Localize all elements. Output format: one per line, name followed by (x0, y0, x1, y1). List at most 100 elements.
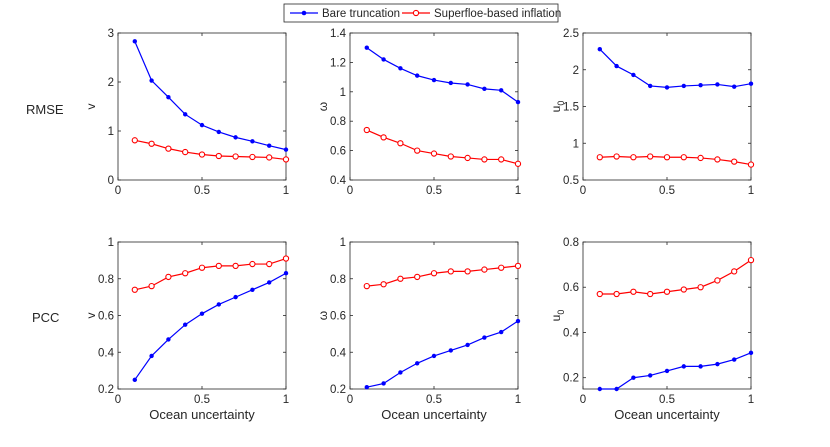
data-point-superfloe-inflation (215, 262, 222, 270)
series-line-superfloe-inflation (366, 129, 519, 165)
data-point-superfloe-inflation (249, 153, 256, 161)
y-tick-label: 0.2 (563, 373, 579, 385)
y-tick-label: 3 (108, 28, 114, 40)
y-tick-label: 0.8 (330, 116, 346, 128)
y-axis-label: ω (316, 102, 330, 111)
x-tick-label: 1 (748, 185, 754, 197)
subplot-3: 0 0.5 10.511.522.5u0 (549, 28, 754, 197)
data-point-bare-truncation (732, 357, 737, 362)
data-point-superfloe-inflation (680, 286, 687, 293)
data-point-bare-truncation (149, 78, 154, 83)
data-point-superfloe-inflation (380, 281, 387, 288)
data-point-superfloe-inflation (630, 288, 637, 295)
data-point-bare-truncation (381, 381, 386, 386)
y-tick-label: 1 (108, 237, 114, 249)
data-point-superfloe-inflation (131, 286, 138, 293)
data-point-bare-truncation (364, 384, 369, 390)
series-line-superfloe-inflation (599, 259, 752, 295)
data-point-bare-truncation (614, 63, 619, 69)
data-point-bare-truncation (166, 337, 171, 342)
data-point-bare-truncation (166, 94, 171, 100)
axes-box (117, 32, 287, 181)
y-axis-label: ω (316, 311, 330, 320)
axes-box (349, 241, 519, 390)
data-point-superfloe-inflation (148, 140, 155, 147)
data-point-bare-truncation (499, 329, 504, 335)
data-point-superfloe-inflation (647, 290, 654, 298)
y-tick-label: 0.6 (98, 311, 114, 323)
data-point-bare-truncation (233, 294, 238, 300)
data-point-bare-truncation (267, 143, 272, 148)
data-point-superfloe-inflation (363, 282, 370, 290)
data-point-bare-truncation (648, 83, 653, 89)
series-line-bare-truncation (134, 41, 287, 151)
y-tick-label: 1 (573, 138, 579, 150)
legend-label-superfloe-inflation: Superfloe-based inflation (434, 8, 561, 20)
data-point-superfloe-inflation (680, 154, 687, 161)
data-point-superfloe-inflation (397, 140, 404, 147)
data-point-bare-truncation (448, 348, 453, 353)
legend-marker-dot (301, 10, 307, 16)
series-line-bare-truncation (599, 48, 752, 88)
series-line-superfloe-inflation (134, 139, 287, 161)
axes-box (582, 241, 752, 390)
data-point-superfloe-inflation (430, 150, 438, 157)
data-point-bare-truncation (398, 66, 403, 71)
x-tick-label: 0 (580, 394, 586, 406)
data-point-superfloe-inflation (249, 260, 256, 268)
legend-entry-superfloe-inflation: Superfloe-based inflation (402, 8, 561, 20)
data-point-bare-truncation (465, 82, 470, 87)
data-point-bare-truncation (199, 122, 205, 128)
data-point-superfloe-inflation (663, 288, 671, 295)
y-tick-label: 2 (573, 65, 579, 77)
x-tick-label: 1 (283, 394, 289, 406)
x-tick-label: 0.5 (194, 394, 210, 406)
x-tick-label: 0 (347, 394, 353, 406)
data-point-bare-truncation (250, 287, 255, 292)
data-point-bare-truncation (732, 84, 737, 89)
data-point-superfloe-inflation (596, 154, 603, 161)
y-tick-label: 0.2 (330, 384, 346, 396)
x-tick-label: 1 (283, 185, 289, 197)
data-point-bare-truncation (183, 112, 188, 117)
y-tick-label: 0.8 (330, 274, 346, 286)
data-point-superfloe-inflation (182, 148, 189, 156)
data-point-superfloe-inflation (131, 137, 138, 144)
data-point-bare-truncation (381, 57, 386, 62)
data-point-bare-truncation (233, 135, 238, 140)
data-point-bare-truncation (364, 45, 369, 50)
data-point-bare-truncation (631, 375, 636, 380)
x-tick-label: 0 (115, 394, 121, 406)
data-point-superfloe-inflation (498, 264, 505, 271)
data-point-bare-truncation (431, 77, 437, 83)
data-point-superfloe-inflation (282, 156, 290, 163)
data-point-superfloe-inflation (514, 160, 522, 167)
x-tick-label: 0 (115, 185, 121, 197)
x-tick-label: 0.5 (426, 394, 442, 406)
x-tick-label: 0 (580, 185, 586, 197)
data-point-bare-truncation (748, 350, 754, 356)
y-tick-label: 0.6 (330, 311, 346, 323)
row-label-pcc: PCC (32, 310, 59, 325)
data-point-superfloe-inflation (731, 158, 738, 165)
data-point-superfloe-inflation (714, 277, 721, 284)
series-line-superfloe-inflation (366, 265, 519, 287)
data-point-superfloe-inflation (447, 153, 454, 160)
y-tick-label: 0.8 (98, 274, 114, 286)
series-line-superfloe-inflation (599, 155, 752, 166)
data-point-bare-truncation (698, 82, 703, 88)
data-point-bare-truncation (216, 129, 221, 135)
data-point-superfloe-inflation (613, 153, 620, 160)
y-axis-label: u0 (549, 101, 566, 113)
data-point-superfloe-inflation (663, 154, 671, 161)
data-point-superfloe-inflation (363, 126, 370, 134)
data-point-bare-truncation (597, 386, 602, 392)
subplot-5: 0 0.5 1 0.2 0.4 0.6 0.8 1 ω Ocean uncertainty (316, 237, 521, 422)
y-tick-label: 0.4 (563, 327, 580, 339)
data-point-bare-truncation (149, 353, 154, 359)
x-tick-label: 0 (347, 185, 353, 197)
x-tick-label: 0.5 (659, 185, 675, 197)
y-tick-label: 2 (108, 77, 114, 89)
legend: Bare truncation Superfloe-based inflatio… (283, 3, 561, 23)
